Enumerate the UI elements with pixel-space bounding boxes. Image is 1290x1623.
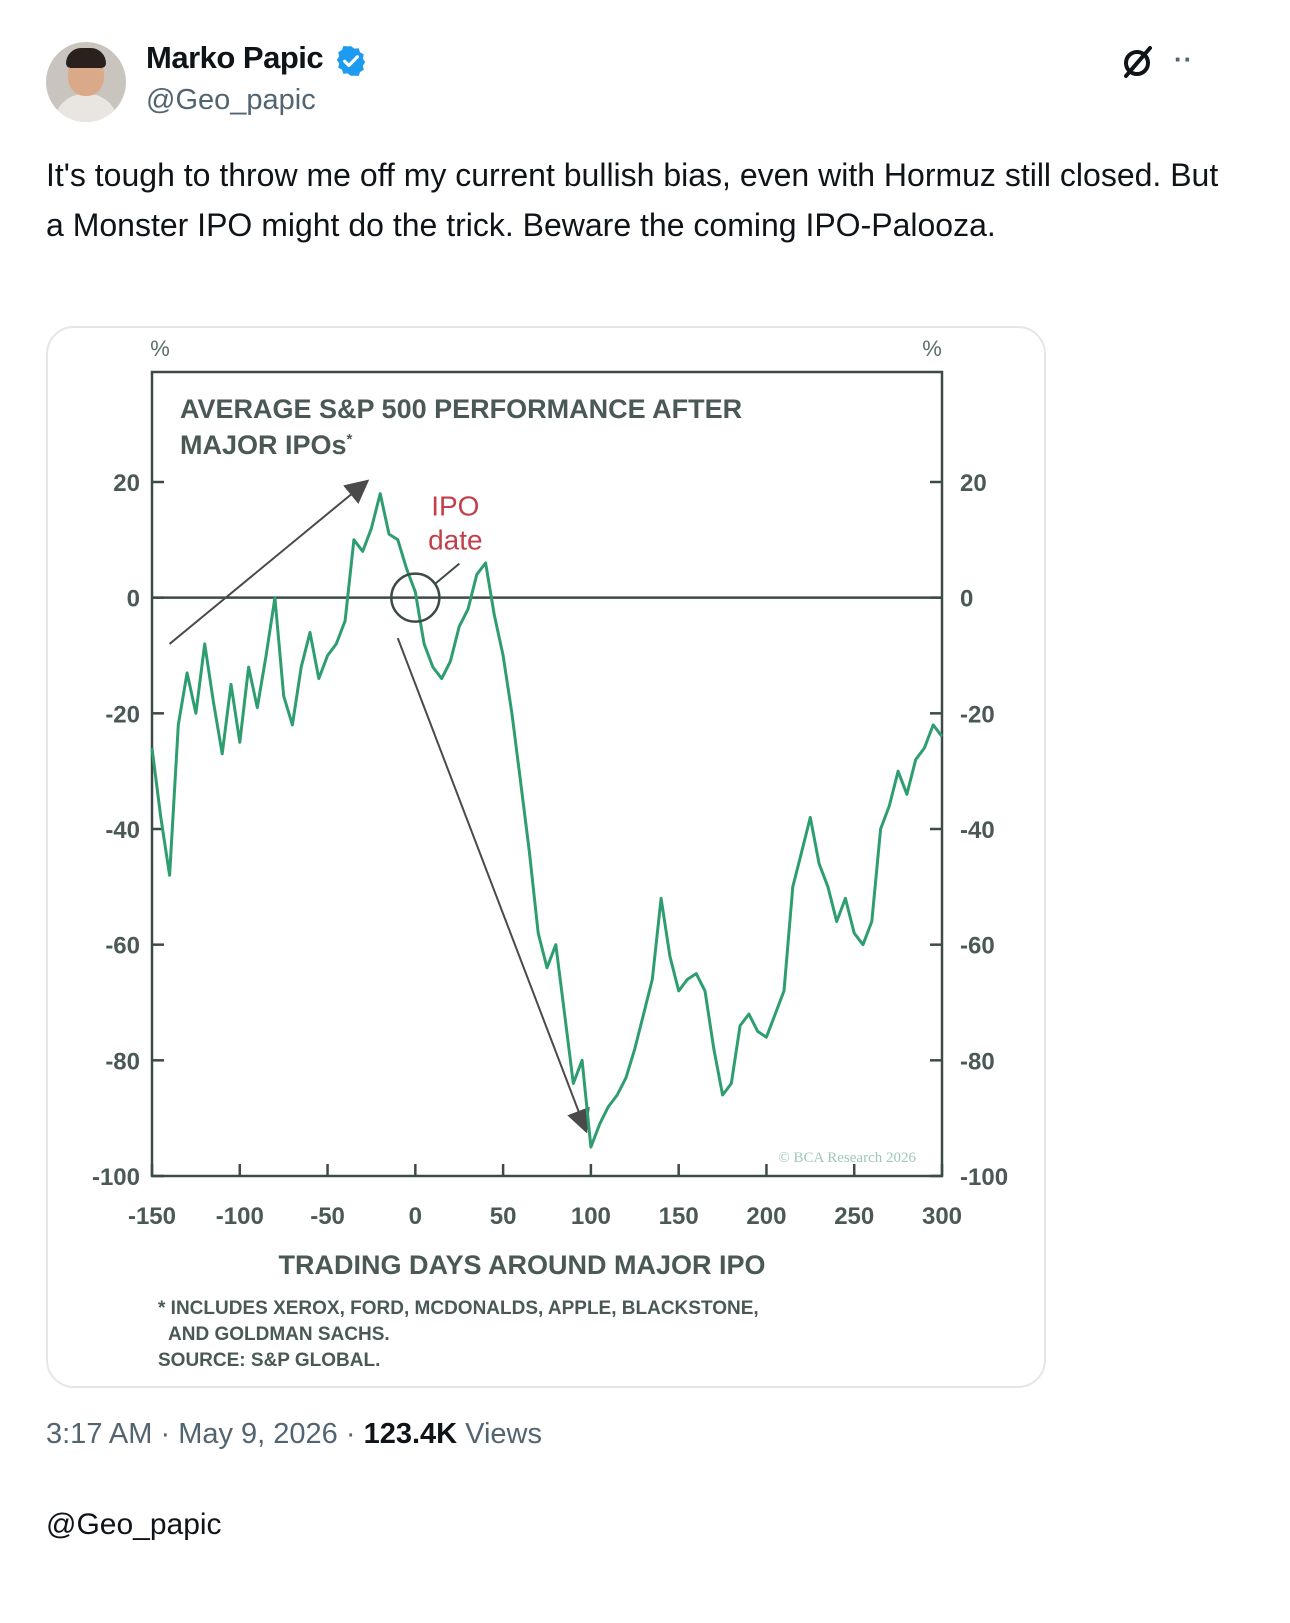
y-tick-label-right: -60 <box>960 933 995 960</box>
x-tick-label: -50 <box>310 1203 345 1230</box>
chart-source: SOURCE: S&P GLOBAL. <box>158 1350 380 1371</box>
ipo-date-pointer <box>434 562 460 585</box>
y-unit-right: % <box>922 336 942 361</box>
meta-separator: · <box>152 1418 179 1450</box>
x-tick-label: -150 <box>128 1203 176 1230</box>
ipo-date-marker <box>390 572 441 623</box>
x-tick-label: 200 <box>746 1203 786 1230</box>
footnote-line2: AND GOLDMAN SACHS. <box>168 1324 390 1345</box>
avatar-hair <box>66 48 106 68</box>
chart-title-line2: MAJOR IPOs* <box>180 430 353 460</box>
footnote-line1: * INCLUDES XEROX, FORD, MCDONALDS, APPLE… <box>158 1298 759 1319</box>
y-tick-label-right: 0 <box>960 586 973 613</box>
x-tick-label: 300 <box>922 1203 962 1230</box>
y-tick-label-right: -20 <box>960 701 995 728</box>
y-tick-label-left: -100 <box>92 1164 140 1191</box>
x-tick-label: -100 <box>216 1203 264 1230</box>
y-tick-label-right: -40 <box>960 817 995 844</box>
grok-icon[interactable] <box>1118 42 1158 82</box>
chart-card[interactable]: % % AVERAGE S&P 500 PERFORMANCE AFTER MA… <box>46 326 1046 1388</box>
x-axis-label: TRADING DAYS AROUND MAJOR IPO <box>278 1250 765 1280</box>
chart-title-line2-text: MAJOR IPOs <box>180 430 347 460</box>
author-handle[interactable]: @Geo_papic <box>146 84 316 116</box>
author-name[interactable]: Marko Papic <box>146 40 324 75</box>
x-tick-label: 0 <box>409 1203 422 1230</box>
y-tick-label-left: -40 <box>105 817 140 844</box>
tweet-time[interactable]: 3:17 AM <box>46 1418 153 1450</box>
avatar-shirt <box>54 94 118 122</box>
series-line <box>150 492 944 1149</box>
meta-separator: · <box>337 1418 364 1450</box>
x-tick-label: 100 <box>571 1203 611 1230</box>
chart-copyright: © BCA Research 2026 <box>778 1150 916 1166</box>
chart-title-mark: * <box>347 431 353 448</box>
more-options-button[interactable]: ·· <box>1174 44 1194 74</box>
rising-trend-arrow <box>168 479 370 645</box>
chart-title-line1: AVERAGE S&P 500 PERFORMANCE AFTER <box>180 394 742 424</box>
x-tick-label: 150 <box>659 1203 699 1230</box>
chart-svg: % % AVERAGE S&P 500 PERFORMANCE AFTER MA… <box>92 336 1008 1371</box>
view-count: 123.4K <box>363 1418 458 1450</box>
ipo-annotation-line1: IPO <box>431 491 479 522</box>
x-tick-label: 50 <box>490 1203 517 1230</box>
x-tick-label: 250 <box>834 1203 874 1230</box>
y-tick-label-left: 0 <box>127 586 140 613</box>
plot-frame <box>150 370 944 1178</box>
y-tick-label-right: 20 <box>960 470 987 497</box>
ipo-annotation-line2: date <box>428 525 483 556</box>
falling-trend-arrow <box>396 637 590 1134</box>
y-tick-label-left: -80 <box>105 1048 140 1075</box>
y-tick-label-left: 20 <box>113 470 140 497</box>
y-tick-label-right: -80 <box>960 1048 995 1075</box>
verified-badge-icon <box>336 45 366 77</box>
y-tick-label-left: -60 <box>105 933 140 960</box>
tweet-date[interactable]: May 9, 2026 <box>178 1418 338 1450</box>
y-tick-label-left: -20 <box>105 701 140 728</box>
avatar[interactable] <box>46 42 126 122</box>
y-unit-left: % <box>150 336 170 361</box>
tweet-text: It's tough to throw me off my current bu… <box>46 157 1219 243</box>
axis-ticks: 20 200 0-20 -20-40 -40-60 -60-80 -80-100 -100-1… <box>92 470 1008 1230</box>
footer-handle: @Geo_papic <box>46 1508 222 1541</box>
tweet-meta: 3:17 AM · May 9, 2026 · 123.4K Views <box>46 1418 542 1451</box>
y-tick-label-right: -100 <box>960 1164 1008 1191</box>
views-label: Views <box>457 1418 542 1450</box>
